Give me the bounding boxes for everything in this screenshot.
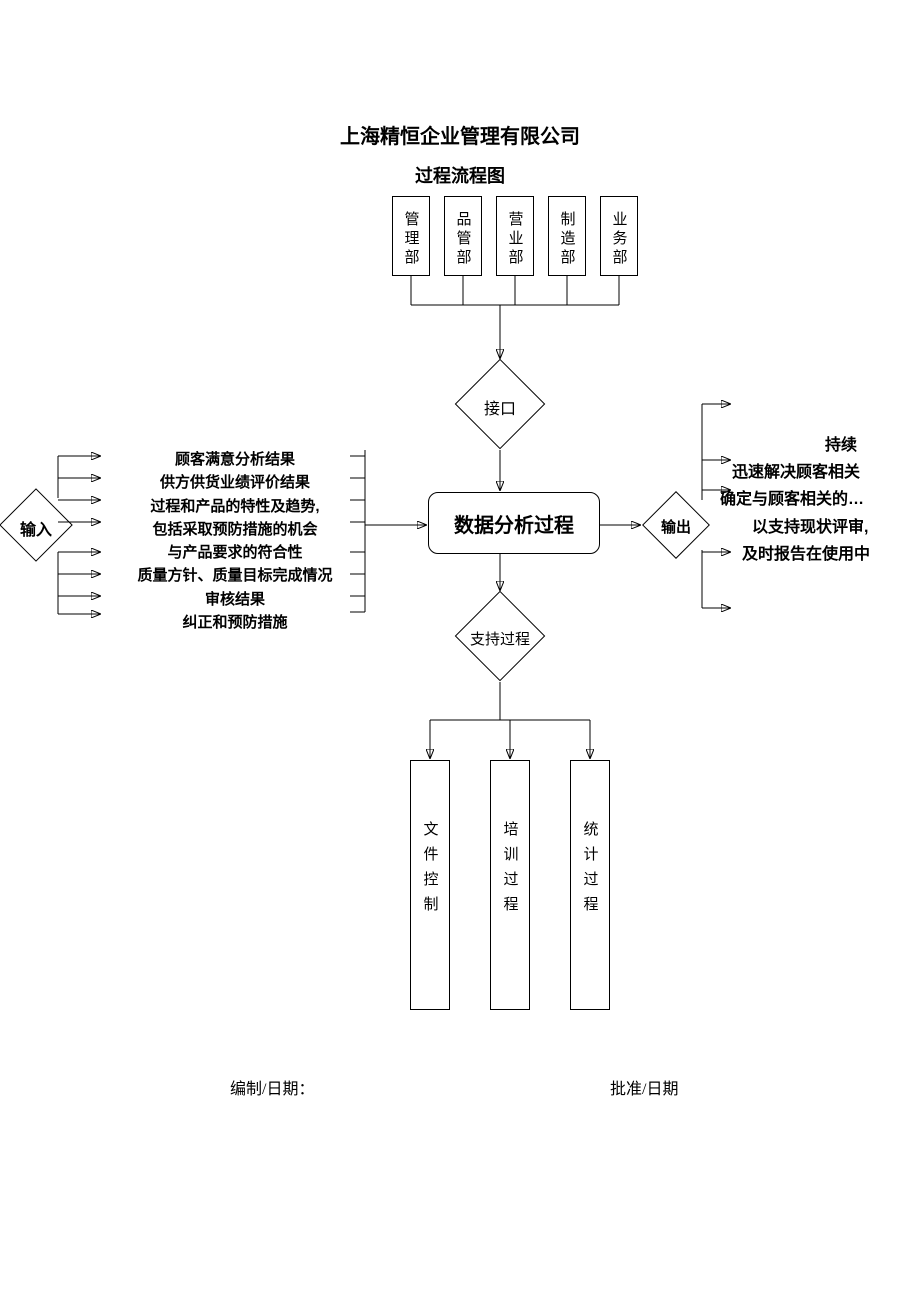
company-title: 上海精恒企业管理有限公司 bbox=[0, 120, 920, 149]
dept-label: 品管部 bbox=[453, 211, 474, 268]
dept-label: 营业部 bbox=[505, 211, 526, 268]
dept-label: 业务部 bbox=[609, 211, 630, 268]
input-line: 供方供货业绩评价结果 bbox=[110, 471, 360, 494]
input-line: 质量方针、质量目标完成情况 bbox=[110, 564, 360, 587]
footer-right: 批准/日期 bbox=[610, 1075, 678, 1099]
dept-box-4: 业务部 bbox=[600, 196, 638, 276]
input-line: 包括采取预防措施的机会 bbox=[110, 518, 360, 541]
input-line: 纠正和预防措施 bbox=[110, 611, 360, 634]
dept-box-2: 营业部 bbox=[496, 196, 534, 276]
dept-box-0: 管理部 bbox=[392, 196, 430, 276]
center-process: 数据分析过程 bbox=[428, 492, 600, 554]
dept-box-1: 品管部 bbox=[444, 196, 482, 276]
support-box-2: 统计过程 bbox=[570, 760, 610, 1010]
subtitle: 过程流程图 bbox=[0, 162, 920, 188]
footer-left: 编制/日期： bbox=[230, 1075, 314, 1099]
support-label: 文件控制 bbox=[420, 821, 441, 921]
input-line: 与产品要求的符合性 bbox=[110, 541, 360, 564]
support-box-0: 文件控制 bbox=[410, 760, 450, 1010]
output-list: 持续 迅速解决顾客相关 确定与顾客相关的… 以支持现状评审, 及时报告在使用中 bbox=[732, 432, 870, 568]
dept-label: 管理部 bbox=[401, 211, 422, 268]
diamond-input bbox=[0, 488, 73, 562]
output-line: 迅速解决顾客相关 bbox=[732, 459, 870, 486]
input-line: 过程和产品的特性及趋势, bbox=[110, 495, 360, 518]
support-box-1: 培训过程 bbox=[490, 760, 530, 1010]
support-label: 培训过程 bbox=[500, 821, 521, 921]
dept-box-3: 制造部 bbox=[548, 196, 586, 276]
diamond-interface bbox=[455, 359, 546, 450]
center-process-label: 数据分析过程 bbox=[454, 509, 574, 538]
input-line: 审核结果 bbox=[110, 588, 360, 611]
output-line: 持续 bbox=[732, 432, 870, 459]
diamond-support bbox=[455, 591, 546, 682]
output-line: 及时报告在使用中 bbox=[732, 541, 870, 568]
input-line: 顾客满意分析结果 bbox=[110, 448, 360, 471]
diamond-output bbox=[642, 491, 710, 559]
support-label: 统计过程 bbox=[580, 821, 601, 921]
output-line: 确定与顾客相关的… bbox=[720, 486, 870, 513]
output-line: 以支持现状评审, bbox=[732, 514, 870, 541]
input-list: 顾客满意分析结果 供方供货业绩评价结果 过程和产品的特性及趋势, 包括采取预防措… bbox=[110, 448, 360, 634]
dept-label: 制造部 bbox=[557, 211, 578, 268]
